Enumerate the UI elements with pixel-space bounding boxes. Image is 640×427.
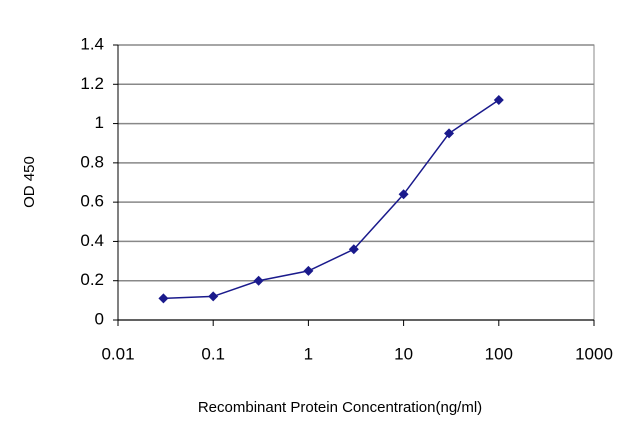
plot-area xyxy=(117,44,595,321)
x-tick-label: 100 xyxy=(485,344,513,363)
y-tick-label: 0.2 xyxy=(80,270,104,289)
x-tick-label: 0.01 xyxy=(101,344,134,363)
series-line xyxy=(163,99,500,300)
data-point xyxy=(158,293,169,304)
data-point xyxy=(253,275,264,286)
x-tick-label: 1 xyxy=(304,344,313,363)
x-tick-label: 0.1 xyxy=(201,344,225,363)
y-tick-label: 1 xyxy=(95,113,104,132)
y-tick-label: 0 xyxy=(95,309,104,328)
y-tick-label: 0.6 xyxy=(80,192,104,211)
x-tick-label: 1000 xyxy=(575,344,613,363)
y-tick-label: 1.4 xyxy=(80,34,104,53)
y-tick-label: 1.2 xyxy=(80,74,104,93)
data-point xyxy=(444,128,455,139)
y-axis-label: OD 450 xyxy=(21,156,38,208)
x-axis-label: Recombinant Protein Concentration(ng/ml) xyxy=(198,399,482,416)
y-tick-label: 0.4 xyxy=(80,231,104,250)
data-point xyxy=(348,244,359,255)
data-point xyxy=(303,265,314,276)
data-point xyxy=(208,291,219,302)
y-tick-label: 0.8 xyxy=(80,152,104,171)
data-point xyxy=(398,189,409,200)
data-point xyxy=(493,95,504,105)
x-tick-label: 10 xyxy=(394,344,413,363)
